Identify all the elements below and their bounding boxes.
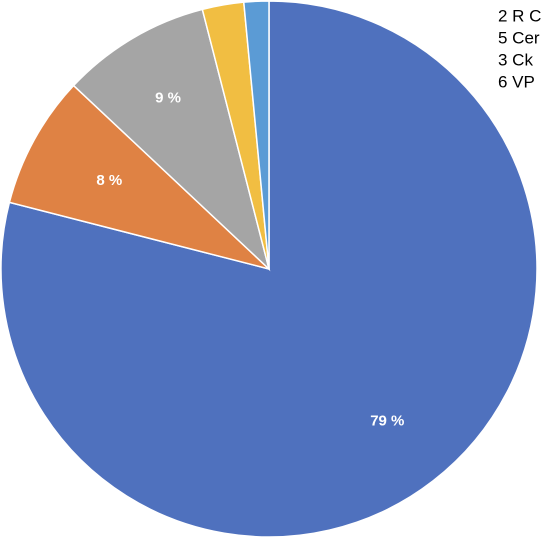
- pie-slice-labels: 79 % 8 % 9 %: [96, 89, 404, 429]
- pie-slices: [0, 0, 538, 538]
- slice-label-3: 9 %: [155, 89, 181, 106]
- legend: 2 R C 5 Cer 3 Ck 6 VP: [498, 6, 541, 91]
- slice-label-2: 8 %: [96, 172, 122, 189]
- legend-entry-4: 6 VP: [498, 72, 535, 91]
- legend-entry-3: 3 Ck: [498, 50, 533, 69]
- legend-entry-1: 2 R C: [498, 6, 541, 25]
- slice-label-1: 79 %: [370, 412, 404, 429]
- pie-slice-2: [8, 84, 270, 270]
- pie-slice-5: [242, 0, 270, 270]
- pie-slice-3: [72, 8, 271, 272]
- legend-entry-2: 5 Cer: [498, 28, 540, 47]
